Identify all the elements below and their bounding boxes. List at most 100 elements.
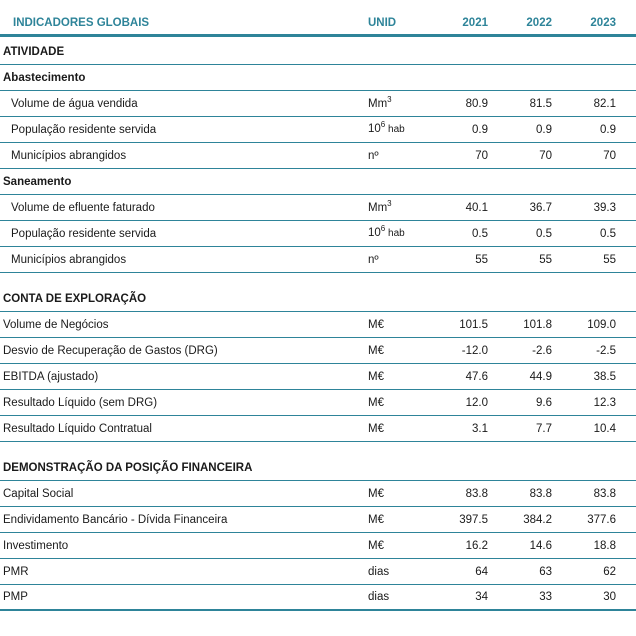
row-value-2022: 63	[539, 566, 552, 578]
row-value-2023: 62	[603, 566, 616, 578]
row-value-2021: 3.1	[472, 423, 488, 435]
unit-base: M€	[368, 371, 384, 383]
row-label: EBITDA (ajustado)	[3, 371, 99, 383]
row-label: Resultado Líquido Contratual	[3, 423, 152, 435]
row-unit: M€	[368, 365, 424, 389]
row-value-2023: 0.5	[600, 228, 616, 240]
table-row: População residente servida 106 hab 0.9 0.9…	[0, 117, 636, 143]
section-conta-de-exploracao: CONTA DE EXPLORAÇÃO Volume de Negócios M€ 1…	[0, 286, 636, 442]
row-value-2022: 81.5	[529, 98, 552, 110]
unit-base: M€	[368, 345, 384, 357]
unit-base: 10	[368, 123, 381, 135]
row-value-2023: 70	[603, 150, 616, 162]
indicators-report-page: INDICADORES GLOBAIS UNID 2021 2022 2023 …	[0, 15, 636, 611]
table-body: ATIVIDADE Abastecimento Volume de água ven…	[0, 39, 636, 611]
row-value-2021: 0.5	[472, 228, 488, 240]
row-unit: Mm3	[368, 92, 424, 116]
row-unit: nº	[368, 144, 424, 168]
row-value-2022: 70	[539, 150, 552, 162]
row-label: Investimento	[3, 540, 69, 552]
unit-base: M€	[368, 514, 384, 526]
unit-base: M€	[368, 540, 384, 552]
row-value-2021: -12.0	[461, 345, 488, 357]
row-value-2021: 70	[475, 150, 488, 162]
row-value-2023: 18.8	[593, 540, 616, 552]
row-value-2023: 30	[603, 591, 616, 603]
row-label: Municípios abrangidos	[11, 150, 127, 162]
table-row: EBITDA (ajustado) M€ 47.6 44.9 38.5	[0, 364, 636, 390]
unit-base: dias	[368, 591, 390, 603]
row-unit: M€	[368, 339, 424, 363]
unit-superscript: 6	[380, 120, 386, 130]
table-row: População residente servida 106 hab 0.5 0.5…	[0, 221, 636, 247]
row-value-2022: 9.6	[536, 397, 552, 409]
table-header-row: INDICADORES GLOBAIS UNID 2021 2022 2023	[0, 15, 636, 37]
row-value-2021: 40.1	[465, 202, 488, 214]
unit-base: M€	[368, 397, 384, 409]
row-unit: Mm3	[368, 196, 424, 220]
row-value-2021: 12.0	[465, 397, 488, 409]
row-value-2022: 33	[539, 591, 552, 603]
unit-base: nº	[368, 254, 379, 266]
row-value-2022: 55	[539, 254, 552, 266]
subsection-title-label: Abastecimento	[3, 72, 86, 84]
row-value-2023: 109.0	[587, 319, 616, 331]
unit-base: M€	[368, 319, 384, 331]
column-header-2022: 2022	[526, 17, 552, 29]
unit-suffix: hab	[385, 228, 405, 239]
section-posicao-financeira: DEMONSTRAÇÃO DA POSIÇÃO FINANCEIRA Capita…	[0, 455, 636, 611]
row-unit: dias	[368, 585, 424, 609]
row-value-2023: 83.8	[593, 488, 616, 500]
row-label: PMP	[3, 591, 28, 603]
row-label: Endividamento Bancário - Dívida Financei…	[3, 514, 228, 526]
row-value-2023: 0.9	[600, 124, 616, 136]
table-row: Municípios abrangidos nº 55 55 55	[0, 247, 636, 273]
row-value-2022: 384.2	[523, 514, 552, 526]
row-value-2022: 14.6	[529, 540, 552, 552]
unit-suffix: hab	[385, 124, 405, 135]
row-label: Desvio de Recuperação de Gastos (DRG)	[3, 345, 218, 357]
section-title-row: CONTA DE EXPLORAÇÃO	[0, 286, 636, 312]
row-value-2021: 55	[475, 254, 488, 266]
row-label: Resultado Líquido (sem DRG)	[3, 397, 158, 409]
row-value-2021: 34	[475, 591, 488, 603]
row-value-2021: 397.5	[459, 514, 488, 526]
row-label: Municípios abrangidos	[11, 254, 127, 266]
row-label: Capital Social	[3, 488, 74, 500]
row-value-2022: 7.7	[536, 423, 552, 435]
subsection-title-row: Saneamento	[0, 169, 636, 195]
row-value-2022: 36.7	[529, 202, 552, 214]
unit-superscript: 3	[387, 95, 392, 105]
subsection-title-label: Saneamento	[3, 176, 72, 188]
row-value-2022: 0.9	[536, 124, 552, 136]
section-title-row: DEMONSTRAÇÃO DA POSIÇÃO FINANCEIRA	[0, 455, 636, 481]
row-unit: M€	[368, 391, 424, 415]
column-header-2023: 2023	[590, 17, 616, 29]
table-row: Volume de efluente faturado Mm3 40.1 36.7 39…	[0, 195, 636, 221]
row-value-2023: 38.5	[593, 371, 616, 383]
column-header-2021: 2021	[462, 17, 488, 29]
column-header-unid: UNID	[368, 17, 397, 29]
row-unit: M€	[368, 482, 424, 506]
section-atividade: ATIVIDADE Abastecimento Volume de água ven…	[0, 39, 636, 273]
row-value-2021: 80.9	[465, 98, 488, 110]
unit-base: dias	[368, 566, 390, 578]
row-value-2022: -2.6	[532, 345, 552, 357]
table-row: Capital Social M€ 83.8 83.8 83.8	[0, 481, 636, 507]
row-value-2022: 101.8	[523, 319, 552, 331]
row-label: População residente servida	[11, 228, 157, 240]
table-row: Investimento M€ 16.2 14.6 18.8	[0, 533, 636, 559]
unit-base: nº	[368, 150, 379, 162]
table-row: Resultado Líquido Contratual M€ 3.1 7.7 10.4	[0, 416, 636, 442]
row-value-2023: 10.4	[593, 423, 616, 435]
row-unit: 106 hab	[368, 117, 424, 142]
row-label: Volume de Negócios	[3, 319, 109, 331]
row-label: Volume de água vendida	[11, 98, 138, 110]
row-unit: M€	[368, 508, 424, 532]
row-unit: M€	[368, 313, 424, 337]
section-title-label: ATIVIDADE	[3, 46, 65, 58]
row-value-2021: 83.8	[465, 488, 488, 500]
row-label: Volume de efluente faturado	[11, 202, 155, 214]
row-value-2022: 44.9	[529, 371, 552, 383]
table-title: INDICADORES GLOBAIS	[13, 17, 150, 29]
